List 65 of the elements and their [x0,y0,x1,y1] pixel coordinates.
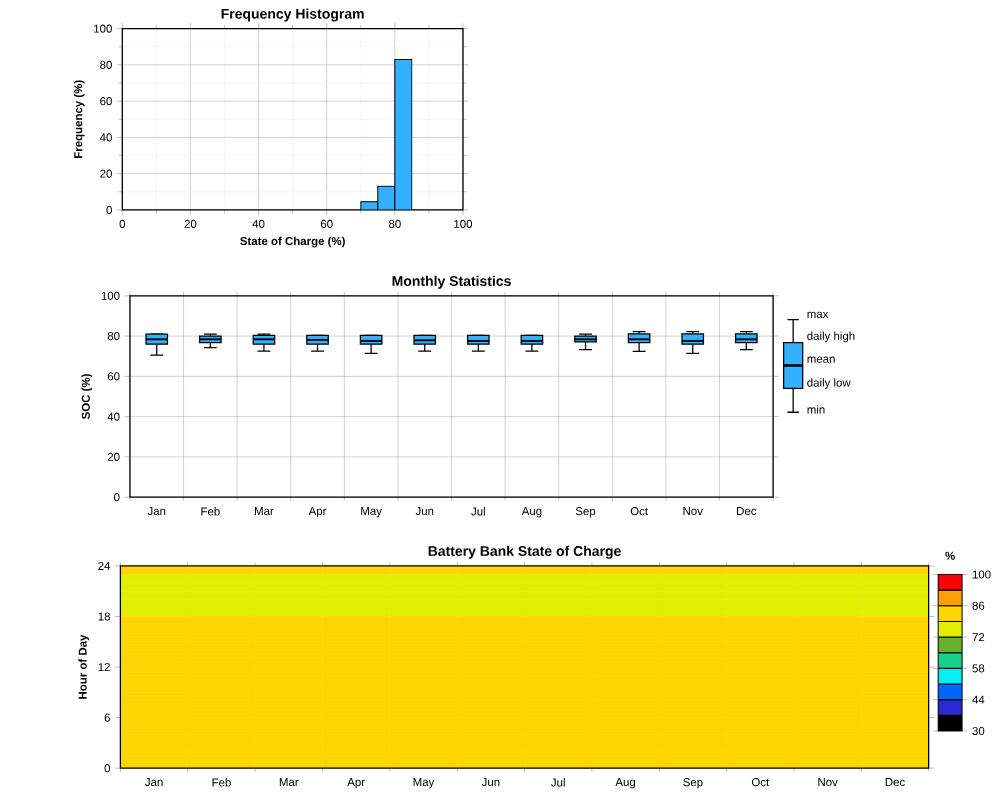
x-tick-label: Sep [683,778,703,789]
x-tick-label: Apr [347,778,365,789]
y-tick-label: 100 [101,291,120,300]
color-bar-label: 100 [972,570,991,579]
text: max [807,311,829,319]
chart-title: Battery Bank State of Charge [428,545,621,559]
color-bar-label: 30 [972,727,985,736]
x-tick-label: Mar [255,507,274,516]
x-tick-label: Jun [481,778,500,787]
x-tick-label: Dec [885,778,905,787]
x-tick-label: 60 [320,219,333,229]
y-tick-label: 20 [107,452,120,462]
text: daily low [807,378,851,390]
y-tick-label: 40 [99,133,112,142]
color-bar-label: 44 [972,695,985,704]
color-bar-label: 86 [972,601,985,610]
y-tick-label: 100 [94,24,112,33]
x-tick-label: Jul [471,507,485,516]
text: mean [807,356,835,364]
y-tick-label: 40 [107,412,120,421]
x-tick-label: May [361,507,382,518]
x-tick-label: Dec [737,507,757,516]
x-tick-label: Nov [683,507,703,516]
y-tick-label: 0 [106,205,112,215]
x-tick-label: Feb [212,778,231,787]
y-axis-title: Hour of Day [78,634,89,699]
color-bar-title: % [945,551,955,560]
y-tick-label: 20 [100,169,112,178]
x-tick-label: Aug [521,507,542,518]
color-bar-label: 72 [972,633,985,642]
x-tick-label: Oct [630,507,648,516]
y-tick-label: 6 [104,713,110,722]
x-tick-label: Sep [575,507,596,518]
chart-title: Monthly Statistics [392,275,511,289]
y-axis-title: SOC (%) [81,374,93,420]
text: daily high [807,331,855,343]
y-tick-label: 80 [100,60,112,70]
y-tick-label: 12 [98,663,110,672]
y-tick-label: 60 [100,97,112,106]
x-tick-label: 80 [388,219,401,229]
x-tick-label: 40 [252,219,265,229]
y-tick-label: 0 [104,764,111,773]
x-tick-label: Jan [145,778,163,787]
x-tick-label: Oct [751,778,770,787]
x-tick-label: Apr [308,507,327,518]
x-tick-label: May [413,778,435,789]
color-bar-label: 58 [972,664,985,673]
x-tick-label: Aug [615,778,636,789]
y-tick-label: 80 [107,332,120,341]
x-axis-title: State of Charge (%) [240,236,345,248]
x-tick-label: Jun [415,507,434,516]
x-tick-label: Jul [551,778,565,787]
x-tick-label: Nov [818,778,838,787]
x-tick-label: Jan [147,507,166,516]
y-tick-label: 0 [114,493,120,502]
text: min [807,405,825,414]
y-tick-label: 60 [107,372,120,381]
x-tick-label: Feb [201,507,220,516]
x-tick-label: 100 [454,219,473,229]
y-tick-label: 24 [98,561,111,570]
y-axis-title: Frequency (%) [73,80,85,159]
x-tick-label: 20 [184,219,197,229]
y-tick-label: 18 [98,612,110,621]
x-tick-label: Mar [279,778,299,787]
chart-title: Frequency Histogram [221,8,364,22]
